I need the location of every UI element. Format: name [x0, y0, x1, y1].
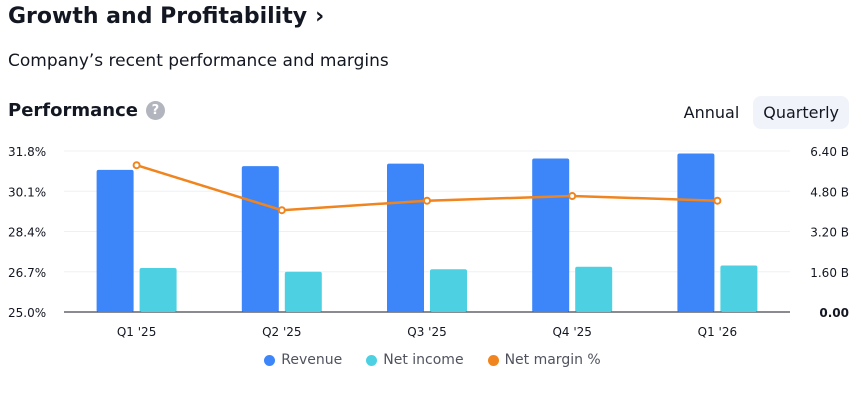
left-axis-tick-label: 26.7%: [8, 266, 46, 280]
net-income-bar: [284, 271, 322, 312]
revenue-bar: [241, 166, 279, 312]
right-axis-tick-label: 3.20 B: [810, 226, 849, 240]
net-margin-point: [132, 161, 141, 170]
chevron-right-icon: ›: [315, 4, 325, 29]
right-axis-tick-label: 1.60 B: [810, 266, 849, 280]
revenue-bar: [96, 169, 134, 312]
x-axis-tick-label: Q1 '25: [117, 325, 156, 339]
revenue-swatch: [264, 354, 276, 366]
x-axis-tick-label: Q2 '25: [262, 325, 301, 339]
performance-chart: 31.8% 6.40 B 30.1% 4.80 B 28.4% 3.20 B 26.7% 1.…: [8, 145, 849, 339]
quarterly-toggle-button[interactable]: Quarterly: [753, 96, 849, 129]
annual-toggle-button[interactable]: Annual: [674, 96, 750, 129]
net-margin-swatch: [487, 354, 499, 366]
revenue-bar: [677, 153, 715, 312]
right-axis-tick-label: 4.80 B: [810, 185, 849, 199]
x-axis-tick-label: Q1 '26: [698, 325, 737, 339]
legend-label-net-income: Net income: [383, 352, 464, 368]
left-axis-tick-label: 25.0%: [8, 306, 46, 320]
net-income-bar: [430, 269, 467, 312]
net-income-swatch: [366, 354, 378, 366]
net-margin-point: [713, 196, 722, 205]
section-title-text: Growth and Profitability: [8, 4, 308, 29]
performance-title: Performance: [8, 100, 138, 121]
left-axis-tick-label: 31.8%: [8, 145, 46, 159]
net-income-bar: [575, 266, 613, 312]
net-margin-point: [568, 191, 577, 200]
net-income-bar: [139, 267, 177, 312]
revenue-bar: [387, 163, 424, 312]
help-icon[interactable]: ?: [145, 101, 165, 120]
chart-legend: Revenue Net income Net margin %: [0, 352, 865, 368]
net-margin-point: [277, 206, 286, 215]
right-axis-tick-label: 6.40 B: [810, 145, 849, 159]
section-subtitle: Company’s recent performance and margins: [8, 51, 389, 71]
legend-label-revenue: Revenue: [281, 352, 343, 368]
x-axis-tick-label: Q3 '25: [407, 325, 446, 339]
right-axis-tick-label: 0.00: [819, 306, 849, 320]
section-title[interactable]: Growth and Profitability ›: [8, 4, 324, 29]
period-toggle: Annual Quarterly: [674, 96, 849, 129]
legend-item-revenue[interactable]: Revenue: [264, 352, 342, 368]
left-axis-tick-label: 30.1%: [8, 185, 46, 199]
net-income-bar: [720, 265, 758, 312]
performance-header: Performance ?: [8, 100, 165, 121]
left-axis-tick-label: 28.4%: [8, 226, 46, 240]
legend-item-net-margin[interactable]: Net margin %: [487, 352, 601, 368]
net-margin-point: [423, 196, 431, 205]
legend-item-net-income[interactable]: Net income: [366, 352, 464, 368]
legend-label-net-margin: Net margin %: [504, 352, 601, 368]
x-axis-tick-label: Q4 '25: [552, 325, 591, 339]
revenue-bar: [532, 158, 570, 312]
